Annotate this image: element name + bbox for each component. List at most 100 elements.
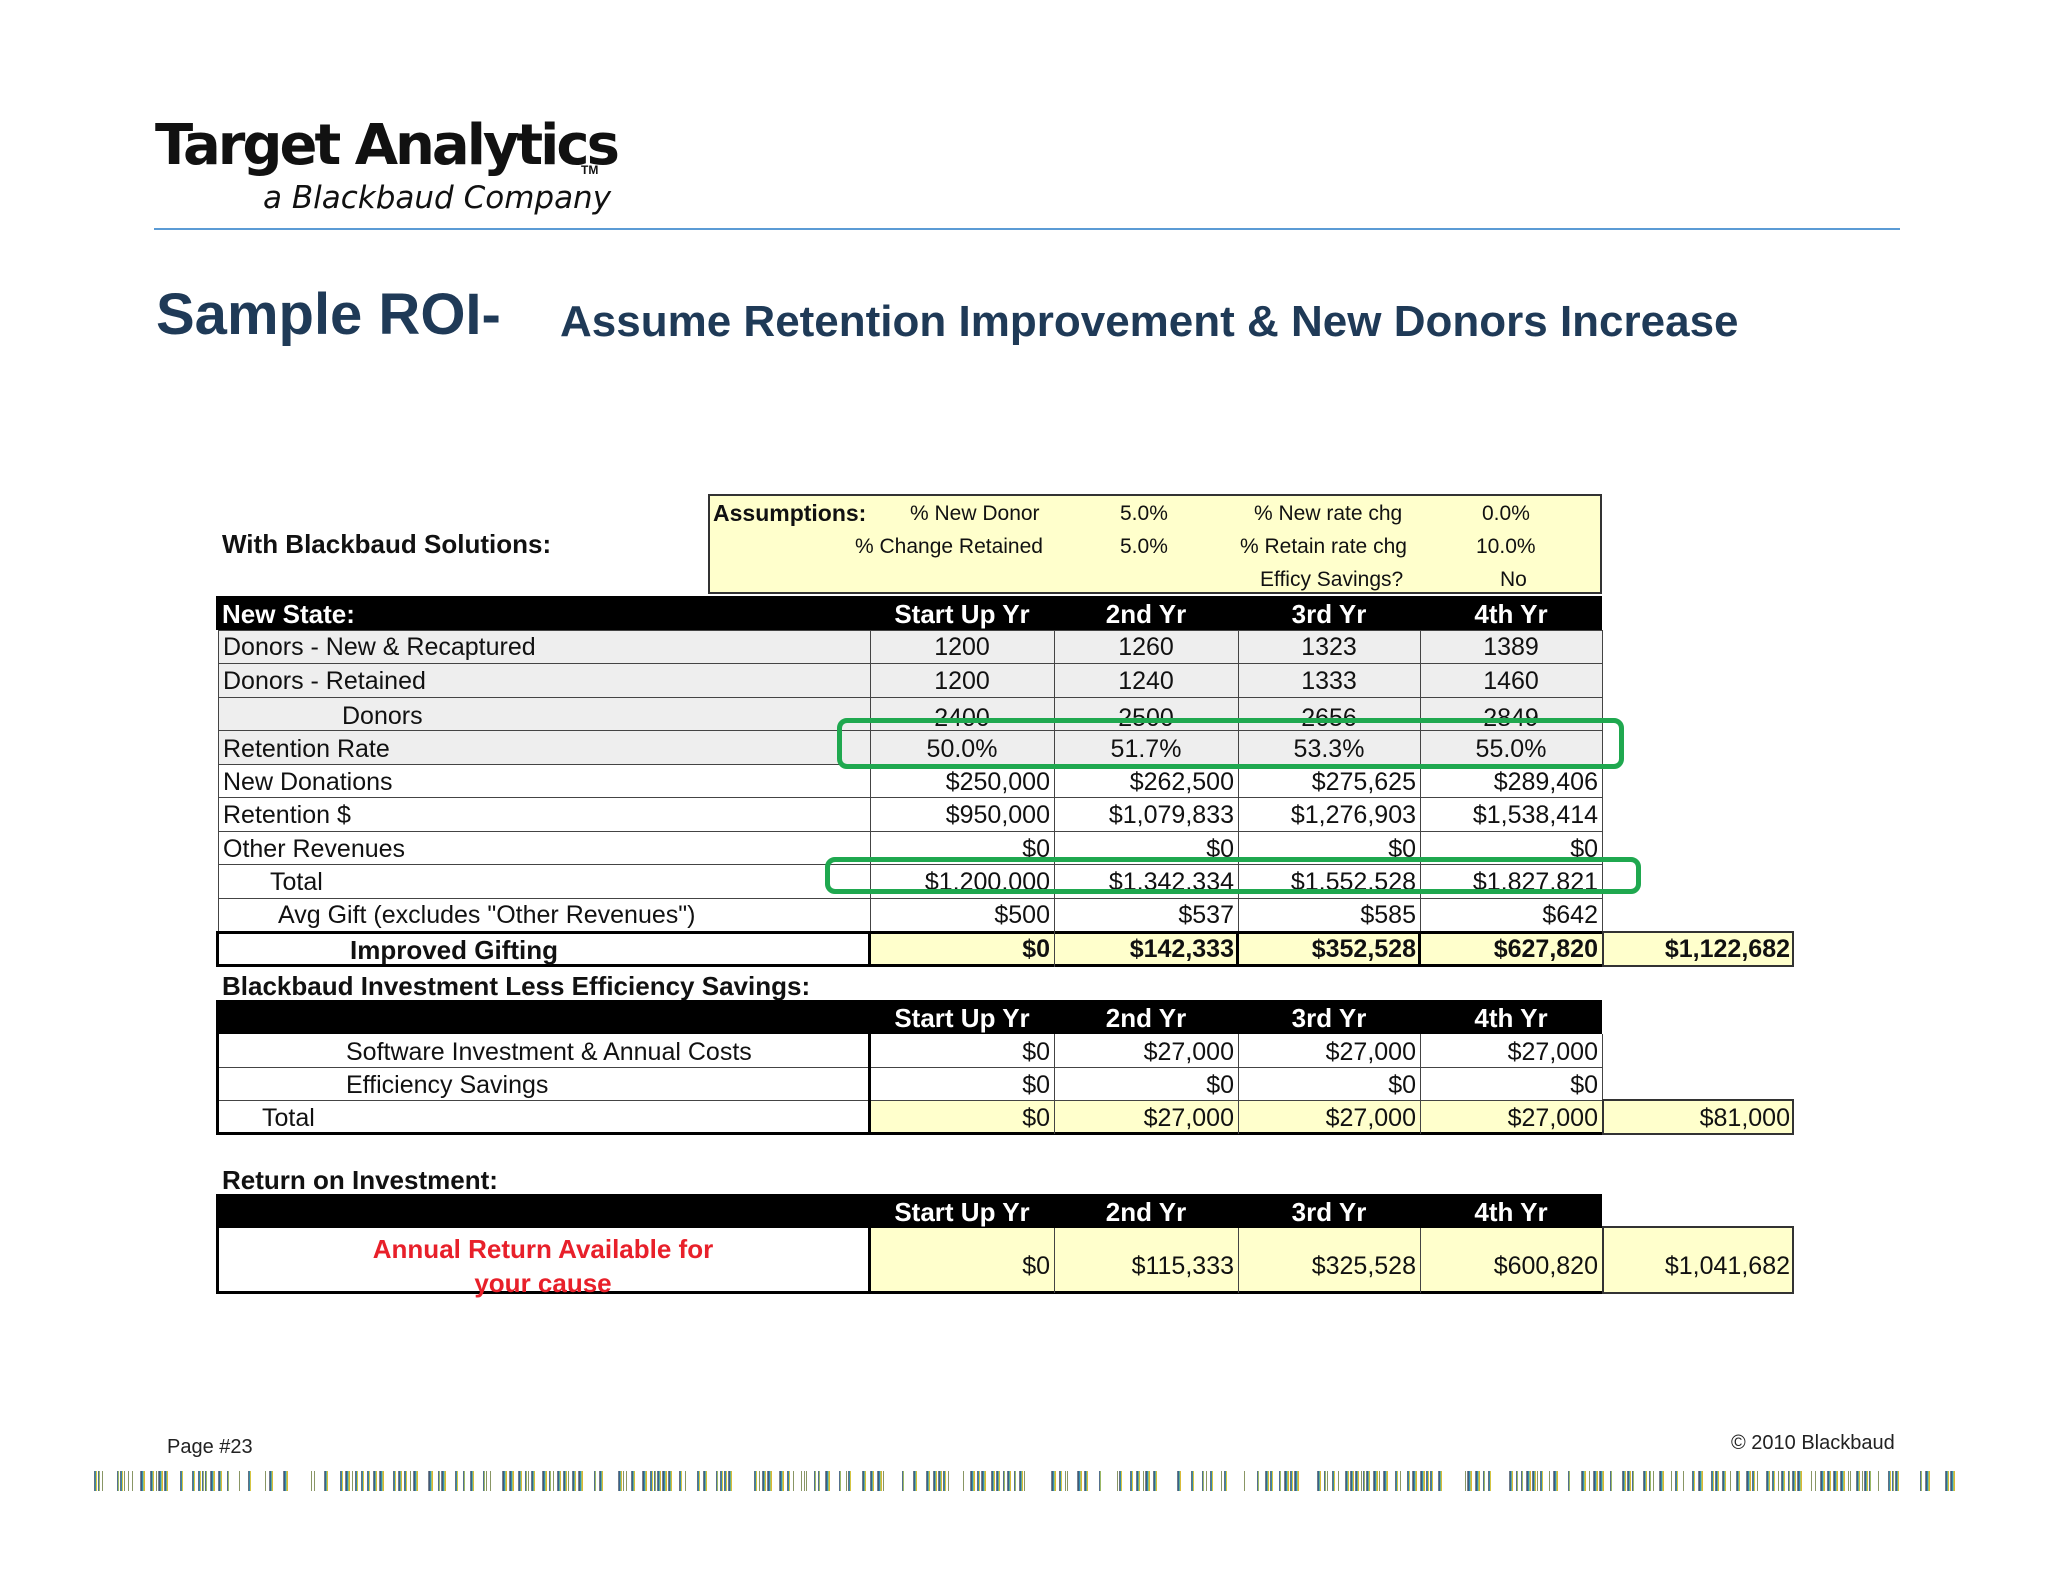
copyright: © 2010 Blackbaud xyxy=(1731,1432,1895,1454)
year-header: 4th Yr xyxy=(1474,1003,1548,1033)
grid-line xyxy=(218,630,219,932)
grid-line xyxy=(1236,931,1239,967)
investment-header-bar xyxy=(216,1000,1602,1034)
page-number: Page #23 xyxy=(167,1436,253,1458)
year-header: 3rd Yr xyxy=(1291,1197,1367,1227)
grid-line xyxy=(1420,630,1421,932)
grid-line xyxy=(216,1291,1602,1294)
grid-line xyxy=(870,630,871,932)
grid-line xyxy=(216,1228,219,1294)
cell-value: $642 xyxy=(1542,901,1598,929)
investment-grand-total-fill xyxy=(1602,1099,1794,1135)
section-investment: Blackbaud Investment Less Efficiency Sav… xyxy=(222,971,811,1001)
grid-line xyxy=(218,898,1602,899)
cell-value: $27,000 xyxy=(1325,1104,1416,1132)
cell-value: $0 xyxy=(1206,1071,1234,1099)
cell-value: $352,528 xyxy=(1311,935,1416,963)
roi-header-bar xyxy=(216,1194,1602,1228)
grid-line xyxy=(1054,931,1055,967)
grid-line xyxy=(218,831,1602,832)
grid-line xyxy=(1418,931,1421,967)
cell-value: $627,820 xyxy=(1493,935,1598,963)
cell-value: $585 xyxy=(1360,901,1416,929)
year-header: 3rd Yr xyxy=(1291,1003,1367,1033)
cell-value: $1,276,903 xyxy=(1290,801,1416,829)
grid-line xyxy=(1420,1228,1421,1293)
cell-total: $1,122,682 xyxy=(1664,935,1790,963)
assumption-new-rate-chg-value: 0.0% xyxy=(1482,502,1530,525)
grid-line xyxy=(216,1132,1602,1135)
logo-tagline: a Blackbaud Company xyxy=(263,180,612,216)
cell-value: 53.3% xyxy=(1293,735,1365,763)
year-header: Start Up Yr xyxy=(894,1197,1030,1227)
cell-value: $0 xyxy=(1570,1071,1598,1099)
cell-value: $0 xyxy=(1022,1071,1050,1099)
section-with-solutions: With Blackbaud Solutions: xyxy=(222,529,552,559)
cell-total: $1,041,682 xyxy=(1664,1252,1790,1280)
grid-line xyxy=(218,697,1602,698)
cell-value: 1240 xyxy=(1118,667,1174,695)
cell-value: $289,406 xyxy=(1493,768,1598,796)
row-label: Retention $ xyxy=(223,801,351,829)
cell-value: $250,000 xyxy=(945,768,1050,796)
page-title: Sample ROI- xyxy=(156,282,501,347)
cell-value: $950,000 xyxy=(945,801,1050,829)
grid-line xyxy=(1054,1034,1055,1134)
year-header: 2nd Yr xyxy=(1105,1197,1187,1227)
cell-value: $262,500 xyxy=(1129,768,1234,796)
retention-rate-highlight xyxy=(837,718,1624,769)
grid-line xyxy=(1602,1034,1603,1134)
cell-value: 55.0% xyxy=(1475,735,1547,763)
cell-value: $115,333 xyxy=(1131,1252,1234,1280)
row-label: Retention Rate xyxy=(223,735,390,763)
new-state-header: New State: xyxy=(222,599,355,629)
grid-line xyxy=(1238,1034,1239,1134)
row-label: Other Revenues xyxy=(223,835,406,863)
cell-value: 51.7% xyxy=(1110,735,1182,763)
grid-line xyxy=(218,797,1602,798)
year-header: 4th Yr xyxy=(1474,1197,1548,1227)
footer-barcode-graphic xyxy=(94,1471,1955,1491)
grid-line xyxy=(1054,630,1055,932)
grid-line xyxy=(1238,630,1239,932)
year-header: 2nd Yr xyxy=(1105,1003,1187,1033)
grid-line xyxy=(218,1067,1602,1068)
assumption-retain-rate-chg-value: 10.0% xyxy=(1476,535,1536,558)
cell-value: $0 xyxy=(1022,1252,1050,1280)
cell-value: $27,000 xyxy=(1507,1104,1598,1132)
cell-value: $27,000 xyxy=(1143,1104,1234,1132)
cell-value: 1389 xyxy=(1483,633,1539,661)
year-header: 4th Yr xyxy=(1474,599,1548,629)
year-header: Start Up Yr xyxy=(894,1003,1030,1033)
row-label: Improved Gifting xyxy=(350,935,558,965)
cell-value: 1200 xyxy=(934,633,990,661)
grid-line xyxy=(216,931,1602,934)
cell-value: 1260 xyxy=(1118,633,1174,661)
cell-value: $1,079,833 xyxy=(1108,801,1234,829)
cell-value: $500 xyxy=(994,901,1050,929)
roi-total-fill xyxy=(1602,1226,1794,1294)
section-roi: Return on Investment: xyxy=(222,1165,498,1195)
assumption-efficy-savings-value: No xyxy=(1500,568,1527,591)
cell-total: $81,000 xyxy=(1699,1104,1790,1132)
assumptions-label: Assumptions: xyxy=(713,500,867,526)
cell-value: $27,000 xyxy=(1143,1038,1234,1066)
year-header: 3rd Yr xyxy=(1291,599,1367,629)
grid-line xyxy=(868,931,871,967)
cell-value: $142,333 xyxy=(1129,935,1234,963)
cell-value: $1,538,414 xyxy=(1472,801,1598,829)
assumptions-box xyxy=(708,494,1602,594)
cell-value: 50.0% xyxy=(926,735,998,763)
page-subtitle: Assume Retention Improvement & New Donor… xyxy=(560,297,1739,346)
year-header: Start Up Yr xyxy=(894,599,1030,629)
assumption-new-donor-label: % New Donor xyxy=(910,502,1040,525)
cell-value: $0 xyxy=(1388,1071,1416,1099)
cell-value: $0 xyxy=(1022,1104,1050,1132)
total-highlight xyxy=(825,857,1641,894)
cell-value: $0 xyxy=(1022,935,1050,963)
assumption-efficy-savings-label: Efficy Savings? xyxy=(1260,568,1404,591)
assumption-retain-rate-chg-label: % Retain rate chg xyxy=(1240,535,1407,558)
assumption-change-retained-value: 5.0% xyxy=(1120,535,1168,558)
grid-line xyxy=(218,1100,1602,1101)
new-state-header-bar xyxy=(216,596,1602,630)
